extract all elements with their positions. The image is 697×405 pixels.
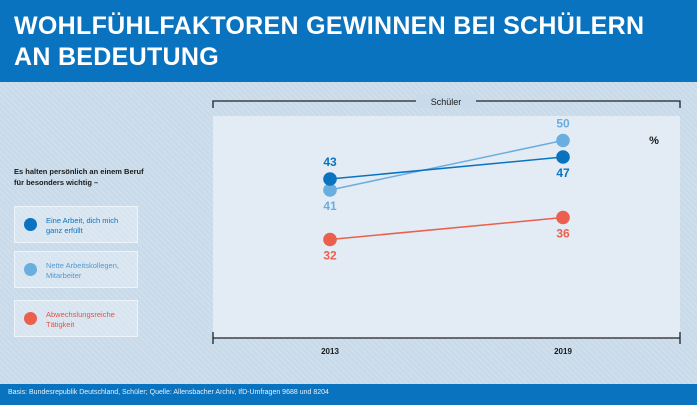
data-label: 43 — [323, 155, 337, 169]
legend-item-abwechslung: Abwechslungsreiche Tätigkeit — [14, 300, 138, 337]
chart-panel — [213, 116, 680, 338]
data-point — [323, 232, 337, 247]
x-tick-label: 2013 — [321, 347, 339, 356]
data-point — [323, 172, 337, 186]
group-label: Schüler — [431, 97, 462, 107]
intro-text: Es halten persönlich an einem Beruf für … — [14, 167, 144, 187]
data-label: 47 — [556, 166, 570, 180]
unit-label: % — [649, 135, 659, 147]
title-line-2: AN BEDEUTUNG — [14, 43, 219, 71]
page-title: WOHLFÜHLFAKTOREN GEWINNEN BEI SCHÜLERN A… — [14, 11, 674, 73]
legend-marker — [24, 218, 37, 231]
source-note: Basis: Bundesrepublik Deutschland, Schül… — [8, 389, 329, 396]
legend-item-erfuellende-arbeit: Eine Arbeit, dich mich ganz erfüllt — [14, 206, 138, 243]
series-line — [329, 156, 564, 180]
title-line-1: WOHLFÜHLFAKTOREN GEWINNEN BEI SCHÜLERN — [14, 12, 645, 40]
legend-marker — [24, 263, 37, 276]
footer-bar: Basis: Bundesrepublik Deutschland, Schül… — [0, 384, 697, 405]
data-point — [323, 183, 337, 197]
group-label-background — [416, 94, 476, 108]
legend-label: Nette Arbeitskollegen, Mitarbeiter — [46, 261, 119, 280]
legend-label: Eine Arbeit, dich mich ganz erfüllt — [46, 216, 119, 235]
legend-marker — [24, 312, 37, 325]
data-label: 32 — [323, 249, 337, 263]
data-point — [556, 210, 570, 225]
x-tick-label: 2019 — [554, 347, 572, 356]
data-label: 36 — [556, 227, 570, 241]
data-label: 50 — [556, 117, 570, 131]
series-line — [329, 216, 564, 241]
data-label: 41 — [323, 199, 337, 213]
legend-label: Abwechslungsreiche Tätigkeit — [46, 310, 115, 329]
legend-item-kollegen: Nette Arbeitskollegen, Mitarbeiter — [14, 251, 138, 288]
series-line — [329, 139, 564, 191]
header-bar: WOHLFÜHLFAKTOREN GEWINNEN BEI SCHÜLERN A… — [0, 0, 697, 82]
data-point — [556, 133, 570, 148]
data-point — [556, 150, 570, 164]
